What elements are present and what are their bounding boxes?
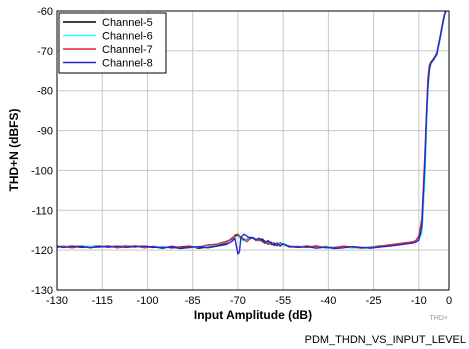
series-lines <box>56 10 447 255</box>
y-tick-label: -60 <box>37 6 53 18</box>
y-tick-label: -100 <box>31 165 53 177</box>
x-tick-label: -55 <box>275 295 291 307</box>
watermark: THD+ <box>430 315 448 322</box>
y-axis-label: THD+N (dBFS) <box>7 109 21 192</box>
legend-label-channel-5: Channel-5 <box>102 17 153 29</box>
x-tick-label: -25 <box>366 295 382 307</box>
x-axis-ticks: -130 -115 -100 -85 -70 -55 -40 -25 -10 0 <box>46 295 452 307</box>
x-tick-label: -10 <box>411 295 427 307</box>
series-line-channel-8 <box>56 10 447 255</box>
y-tick-label: -120 <box>31 245 53 257</box>
x-tick-label: -70 <box>230 295 246 307</box>
y-tick-label: -110 <box>32 205 53 217</box>
legend-label-channel-8: Channel-8 <box>102 58 153 70</box>
legend-label-channel-6: Channel-6 <box>102 31 153 43</box>
legend-label-channel-7: Channel-7 <box>102 44 153 56</box>
x-tick-label: -40 <box>320 295 336 307</box>
y-tick-label: -70 <box>37 46 53 58</box>
footer-caption: PDM_THDN_VS_INPUT_LEVEL <box>305 334 466 346</box>
y-tick-label: -90 <box>37 126 53 138</box>
x-axis-label: Input Amplitude (dB) <box>194 308 312 322</box>
y-tick-label: -80 <box>37 86 53 98</box>
plot-frame <box>56 10 450 291</box>
x-tick-label: -85 <box>185 295 201 307</box>
x-tick-label: -130 <box>46 295 68 307</box>
x-tick-label: -115 <box>92 295 113 307</box>
x-tick-label: -100 <box>136 295 158 307</box>
x-tick-label: 0 <box>446 295 452 307</box>
y-tick-label: -130 <box>31 285 53 297</box>
y-axis-ticks: -60 -70 -80 -90 -100 -110 -120 -130 <box>31 6 53 297</box>
